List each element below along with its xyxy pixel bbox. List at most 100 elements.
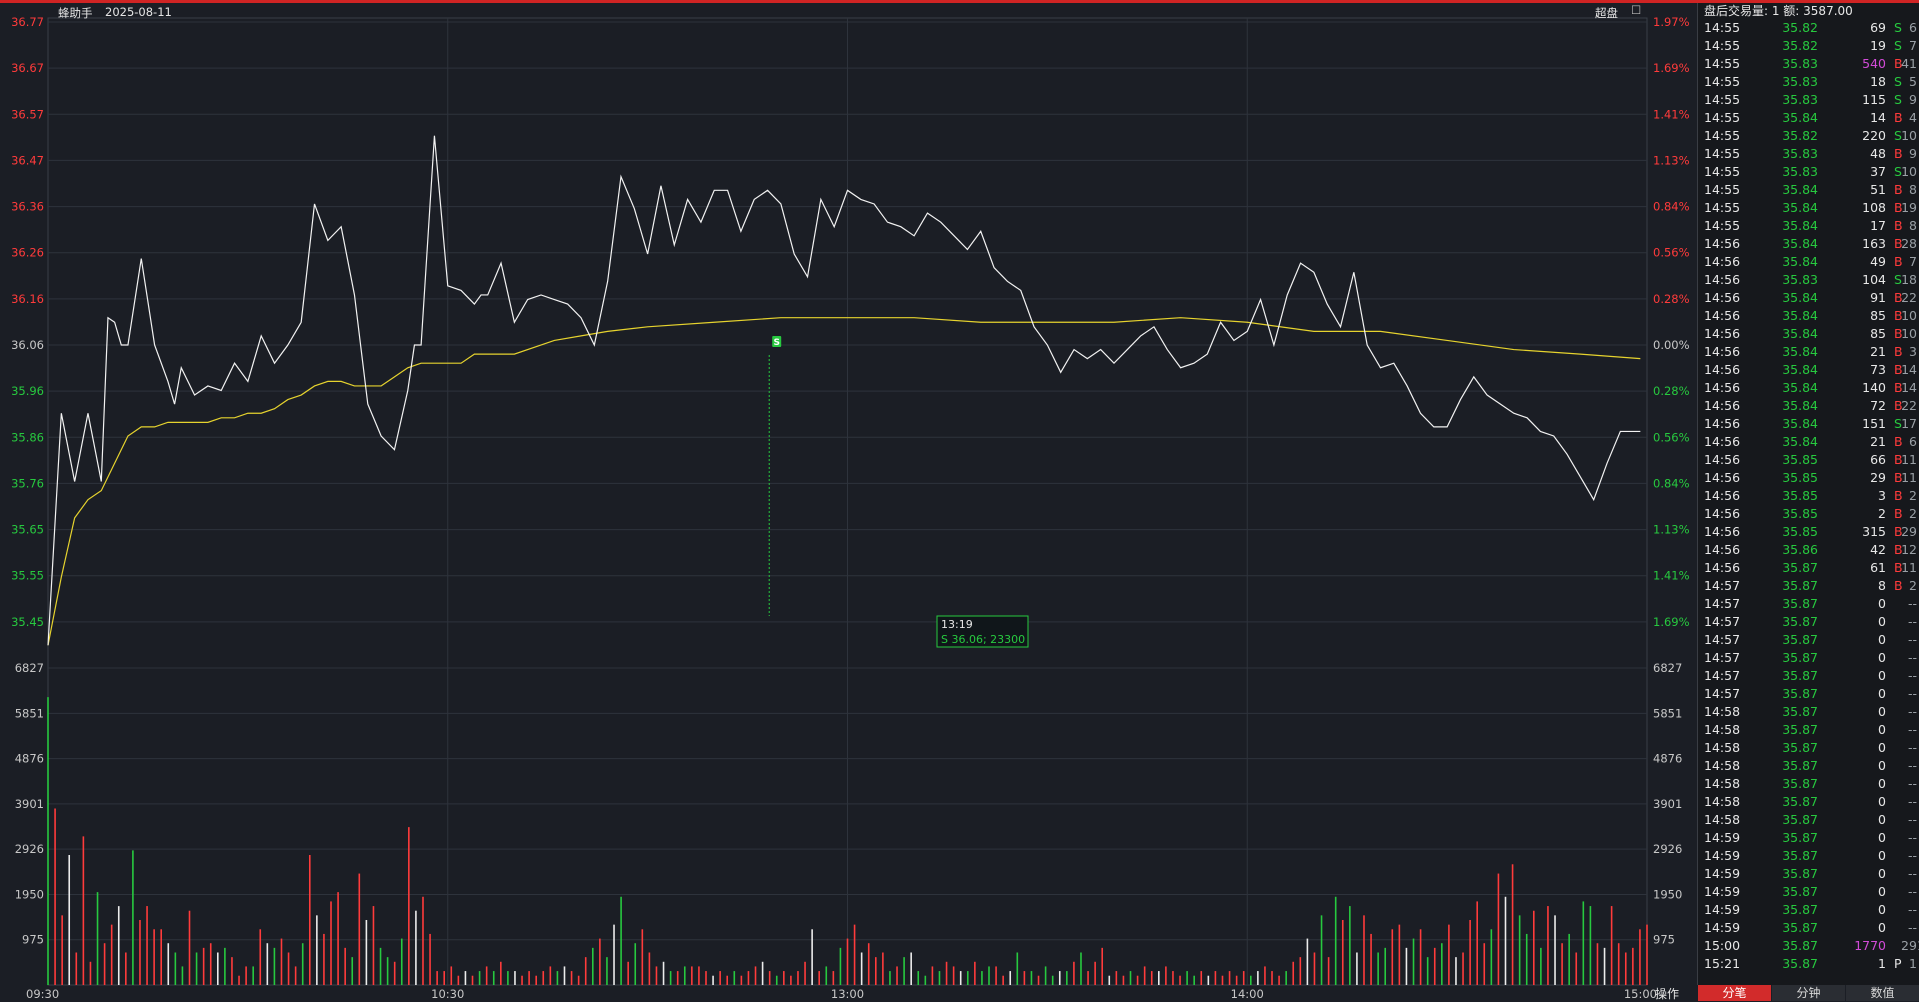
trade-time: 14:56 [1704, 290, 1741, 305]
trade-time: 14:55 [1704, 74, 1741, 89]
trade-row: 14:59 35.87 0 -- [1698, 865, 1919, 883]
trade-side: S [1894, 416, 1902, 431]
trade-price: 35.84 [1782, 182, 1818, 197]
trade-row: 14:56 35.85 2 B 2 [1698, 505, 1919, 523]
volume-tick-label: 5851 [15, 706, 44, 720]
trade-count: 19 [1901, 200, 1917, 215]
trade-row: 14:56 35.87 61 B 11 [1698, 559, 1919, 577]
trade-side: B [1894, 218, 1903, 233]
trade-price: 35.87 [1782, 614, 1818, 629]
trade-price: 35.83 [1782, 56, 1818, 71]
trade-count: 22 [1901, 290, 1917, 305]
trade-row: 14:58 35.87 0 -- [1698, 757, 1919, 775]
trade-volume: 0 [1878, 704, 1886, 719]
trade-time: 14:56 [1704, 488, 1741, 503]
trade-time: 14:56 [1704, 254, 1741, 269]
trade-row: 14:59 35.87 0 -- [1698, 829, 1919, 847]
pct-tick-label: 0.84% [1653, 476, 1690, 490]
mode-toggle[interactable]: 超盘 [1595, 6, 1618, 20]
action-menu[interactable]: 操作 [1655, 987, 1680, 1001]
trade-count: -- [1907, 794, 1917, 809]
trade-volume: 0 [1878, 794, 1886, 809]
trade-time: 14:55 [1704, 146, 1741, 161]
trade-volume: 19 [1870, 38, 1886, 53]
trade-count: -- [1907, 740, 1917, 755]
trade-row: 14:58 35.87 0 -- [1698, 811, 1919, 829]
trade-list[interactable]: 14:55 35.82 69 S 6 14:55 35.82 19 S 7 14:55 35.83 54… [1698, 19, 1919, 973]
trade-time: 14:56 [1704, 362, 1741, 377]
pct-tick-label: 0.56% [1653, 246, 1690, 260]
trade-time: 14:55 [1704, 56, 1741, 71]
trade-row: 14:58 35.87 0 -- [1698, 793, 1919, 811]
trade-volume: 0 [1878, 650, 1886, 665]
trade-count: -- [1907, 668, 1917, 683]
trade-price: 35.82 [1782, 38, 1818, 53]
app-name: 蜂助手 [58, 6, 93, 20]
trade-price: 35.85 [1782, 470, 1818, 485]
time-tick-label: 10:30 [431, 987, 464, 1001]
trade-row: 14:56 35.84 151 S 17 [1698, 415, 1919, 433]
crosshair-tooltip [936, 615, 1029, 648]
trade-volume: 0 [1878, 758, 1886, 773]
trade-time: 14:58 [1704, 740, 1741, 755]
trade-volume: 21 [1870, 344, 1886, 359]
trade-count: -- [1907, 650, 1917, 665]
trade-time: 14:59 [1704, 920, 1741, 935]
tab-ticks[interactable]: 分笔 [1697, 985, 1771, 1001]
trade-time: 14:57 [1704, 686, 1741, 701]
trade-time: 14:56 [1704, 416, 1741, 431]
tab-values[interactable]: 数值 [1845, 985, 1919, 1001]
trade-count: 22 [1901, 398, 1917, 413]
trade-price: 35.87 [1782, 740, 1818, 755]
trade-price: 35.83 [1782, 146, 1818, 161]
trade-time: 14:56 [1704, 560, 1741, 575]
mode-checkbox[interactable]: ☐ [1631, 3, 1642, 17]
price-tick-label: 36.77 [11, 15, 44, 29]
trade-row: 14:57 35.87 0 -- [1698, 649, 1919, 667]
trade-row: 14:59 35.87 0 -- [1698, 847, 1919, 865]
tab-minute[interactable]: 分钟 [1771, 985, 1845, 1001]
trade-side: S [1894, 272, 1902, 287]
trade-volume: 91 [1870, 290, 1886, 305]
trade-price: 35.87 [1782, 776, 1818, 791]
trade-time: 14:57 [1704, 614, 1741, 629]
trade-row: 14:56 35.84 91 B 22 [1698, 289, 1919, 307]
trade-count: 2 [1909, 488, 1917, 503]
chart-axes: 36.77 1.97% 36.67 1.69% 36.57 1.41% 36.47 1.13%… [11, 15, 1690, 1001]
trade-row: 14:58 35.87 0 -- [1698, 775, 1919, 793]
trade-count: -- [1907, 848, 1917, 863]
trade-volume: 17 [1870, 218, 1886, 233]
trade-time: 14:58 [1704, 704, 1741, 719]
volume-tick-label-right: 3901 [1653, 797, 1682, 811]
intraday-chart[interactable]: 36.77 1.97% 36.67 1.69% 36.57 1.41% 36.47 1.13%… [0, 0, 1690, 1001]
trade-row: 14:56 35.84 85 B 10 [1698, 325, 1919, 343]
trade-time: 14:58 [1704, 794, 1741, 809]
trade-time: 14:56 [1704, 272, 1741, 287]
trade-price: 35.87 [1782, 668, 1818, 683]
trade-side: B [1894, 290, 1903, 305]
trade-row: 14:58 35.87 0 -- [1698, 739, 1919, 757]
trade-side: B [1894, 56, 1903, 71]
trade-time: 14:58 [1704, 812, 1741, 827]
trade-time: 14:56 [1704, 542, 1741, 557]
trade-price: 35.86 [1782, 542, 1818, 557]
trade-price: 35.83 [1782, 164, 1818, 179]
trade-side: B [1894, 308, 1903, 323]
trade-price: 35.84 [1782, 434, 1818, 449]
trade-row: 14:58 35.87 0 -- [1698, 721, 1919, 739]
trade-row: 14:56 35.85 29 B 11 [1698, 469, 1919, 487]
pct-tick-label: 0.00% [1653, 338, 1690, 352]
trade-price: 35.87 [1782, 758, 1818, 773]
pct-tick-label: 1.13% [1653, 153, 1690, 167]
trade-price: 35.87 [1782, 686, 1818, 701]
trade-price: 35.87 [1782, 794, 1818, 809]
trade-time: 14:56 [1704, 236, 1741, 251]
trade-volume: 115 [1862, 92, 1886, 107]
trade-time: 14:55 [1704, 218, 1741, 233]
trade-side: B [1894, 236, 1903, 251]
trade-count: 6 [1909, 20, 1917, 35]
volume-tick-label-right: 2926 [1653, 842, 1682, 856]
trade-volume: 0 [1878, 596, 1886, 611]
trade-row: 14:56 35.85 315 B 29 [1698, 523, 1919, 541]
time-tick-label: 09:30 [26, 987, 59, 1001]
